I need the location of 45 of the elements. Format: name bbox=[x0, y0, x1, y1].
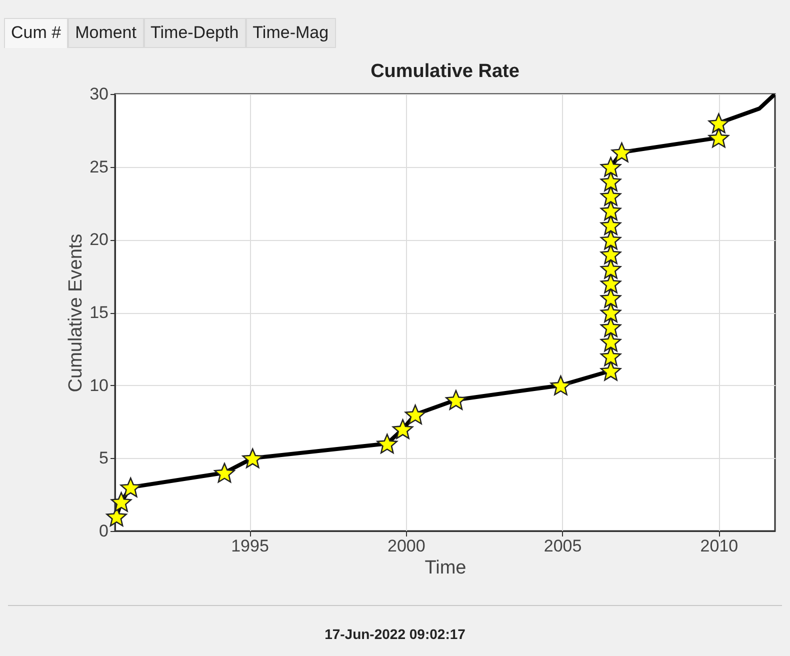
x-tick-label: 2010 bbox=[700, 536, 738, 556]
point bbox=[600, 200, 622, 220]
point bbox=[600, 273, 622, 294]
point bbox=[550, 375, 572, 396]
point bbox=[600, 230, 622, 250]
point bbox=[446, 390, 466, 410]
point bbox=[611, 142, 632, 162]
point bbox=[600, 172, 622, 192]
y-tick-label: 5 bbox=[99, 448, 108, 468]
text: 17-Jun-2022 09:02:17 bbox=[324, 626, 466, 642]
point bbox=[120, 477, 142, 498]
point bbox=[600, 215, 622, 236]
x-tick-label: 1995 bbox=[231, 536, 269, 556]
point bbox=[600, 360, 622, 381]
x-axis-title: Time bbox=[424, 558, 466, 578]
point bbox=[110, 492, 132, 512]
y-tick-label: 0 bbox=[99, 522, 108, 540]
point bbox=[214, 462, 235, 483]
point bbox=[600, 317, 622, 338]
point bbox=[708, 113, 730, 134]
text: Moment bbox=[68, 18, 144, 48]
y-tick-label: 25 bbox=[90, 157, 108, 176]
point bbox=[376, 434, 398, 454]
x-tick-label: 2005 bbox=[544, 536, 582, 556]
point bbox=[600, 156, 622, 177]
point bbox=[600, 346, 622, 366]
point bbox=[600, 288, 622, 308]
x-tick-label: 2000 bbox=[387, 536, 426, 556]
point bbox=[600, 244, 622, 264]
y-tick-label: 15 bbox=[90, 303, 108, 322]
point bbox=[600, 302, 622, 322]
text: Time-Depth bbox=[144, 18, 246, 48]
text: Cum # bbox=[4, 18, 68, 48]
y-axis-title: Cumulative Events bbox=[66, 234, 87, 392]
y-tick-label: 10 bbox=[90, 376, 108, 395]
point bbox=[242, 448, 264, 468]
text: Time-Mag bbox=[246, 18, 336, 48]
point bbox=[392, 419, 414, 439]
point bbox=[600, 186, 622, 206]
chart-title: Cumulative Rate bbox=[370, 61, 520, 82]
y-tick-label: 20 bbox=[90, 230, 108, 250]
point bbox=[600, 258, 622, 279]
y-tick-label: 30 bbox=[90, 84, 108, 104]
point bbox=[600, 332, 622, 352]
point bbox=[404, 404, 426, 424]
